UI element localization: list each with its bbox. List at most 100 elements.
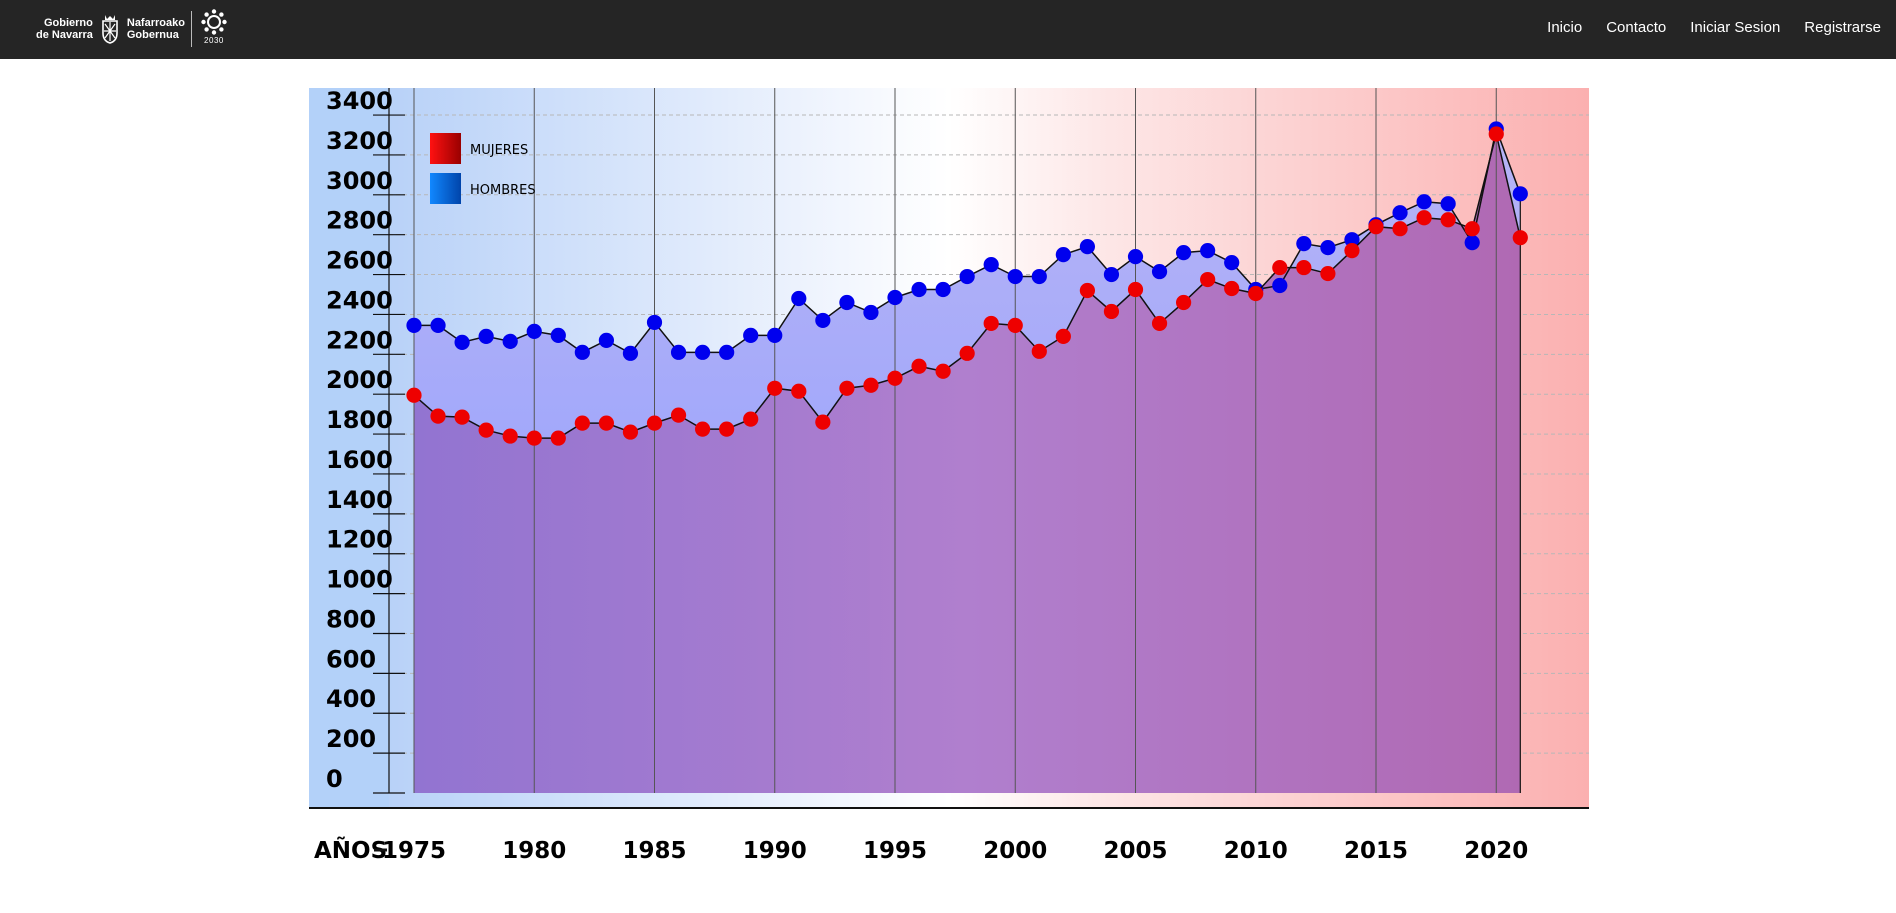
data-point xyxy=(502,333,518,349)
data-point xyxy=(574,415,590,431)
data-point xyxy=(1296,236,1312,252)
data-point xyxy=(1176,245,1192,261)
y-axis-ticks xyxy=(373,114,405,794)
data-point xyxy=(1224,280,1240,297)
data-point xyxy=(767,380,783,396)
data-point xyxy=(887,289,903,306)
data-point xyxy=(719,344,735,360)
data-point xyxy=(1007,317,1023,334)
logo-text-gobernua: Gobernua xyxy=(126,29,179,41)
data-point xyxy=(1103,266,1120,283)
data-point xyxy=(719,421,735,437)
data-point xyxy=(1416,194,1432,210)
data-point xyxy=(670,407,687,423)
data-point xyxy=(743,327,759,343)
data-point xyxy=(1055,247,1071,263)
data-point xyxy=(1079,282,1095,299)
y-tick-label: 2200 xyxy=(326,326,393,354)
data-point xyxy=(646,415,663,431)
data-point xyxy=(1079,239,1095,255)
data-point xyxy=(1320,265,1336,282)
series-mujeres xyxy=(406,126,1528,446)
y-tick-label: 1200 xyxy=(326,526,393,554)
logo-text-gobierno: Gobierno xyxy=(43,17,93,29)
data-point xyxy=(839,380,855,396)
y-tick-label: 800 xyxy=(326,605,376,633)
coat-of-arms-icon xyxy=(102,15,118,44)
data-point xyxy=(863,377,879,393)
data-point xyxy=(1416,210,1432,226)
data-point xyxy=(502,428,518,444)
y-tick-label: 200 xyxy=(326,725,376,753)
nav-registrarse[interactable]: Registrarse xyxy=(1804,18,1881,36)
x-tick-label: 2010 xyxy=(1224,838,1288,864)
data-point xyxy=(839,294,855,311)
data-point xyxy=(1272,259,1288,276)
data-point xyxy=(1344,232,1360,248)
data-point xyxy=(959,345,975,361)
data-point xyxy=(406,387,422,403)
y-tick-label: 1000 xyxy=(326,566,393,594)
year-grid-lines xyxy=(413,88,1497,793)
data-point xyxy=(1488,126,1504,142)
legend-label-hombres: HOMBRES xyxy=(470,183,536,198)
data-point xyxy=(526,430,542,446)
data-point xyxy=(1392,205,1408,221)
legend-swatch-hombres xyxy=(430,173,461,204)
data-point xyxy=(1464,235,1480,251)
data-point xyxy=(1272,277,1288,294)
x-tick-label: 2020 xyxy=(1464,838,1528,864)
data-point xyxy=(1127,281,1144,298)
x-tick-label: 2005 xyxy=(1103,838,1167,864)
population-chart: 0 200 400 600 800 1000 1200 1400 1600 1800 2000 220… xyxy=(309,88,1589,864)
legend-label-mujeres: MUJERES xyxy=(470,143,528,158)
data-point xyxy=(695,421,711,437)
data-point xyxy=(1127,249,1144,265)
data-point xyxy=(1103,303,1120,320)
data-point xyxy=(1200,243,1216,259)
nav-contacto[interactable]: Contacto xyxy=(1606,18,1667,36)
data-point xyxy=(550,430,566,446)
data-point xyxy=(1320,240,1336,256)
x-tick-label: 1990 xyxy=(743,838,807,864)
data-point xyxy=(622,345,639,361)
data-point xyxy=(1151,315,1168,332)
top-navbar: Gobierno de Navarra Nafarroako Gobernua … xyxy=(0,0,1896,59)
x-tick-label: 1975 xyxy=(382,838,446,864)
data-point xyxy=(911,281,927,298)
data-point xyxy=(1512,186,1528,202)
y-tick-label: 3000 xyxy=(326,167,393,195)
mujeres-area xyxy=(414,133,1521,793)
data-point xyxy=(1031,268,1047,285)
data-point xyxy=(406,317,422,334)
y-tick-label: 2000 xyxy=(326,366,393,394)
data-point xyxy=(1392,221,1408,237)
data-point xyxy=(550,327,566,343)
data-point xyxy=(670,344,687,360)
y-tick-label: 3200 xyxy=(326,127,393,155)
agenda-2030-year: 2030 xyxy=(204,36,224,45)
data-point xyxy=(622,424,639,440)
y-tick-label: 2600 xyxy=(326,247,393,275)
data-point xyxy=(959,268,975,285)
nav-inicio[interactable]: Inicio xyxy=(1547,18,1583,36)
data-point xyxy=(526,323,542,339)
logo-text-de-navarra: de Navarra xyxy=(36,29,93,41)
y-axis-band xyxy=(309,88,389,808)
y-tick-label: 3400 xyxy=(326,88,393,115)
logo-divider xyxy=(190,11,192,47)
data-point xyxy=(767,327,783,343)
data-point xyxy=(1440,196,1456,212)
data-point xyxy=(935,363,951,379)
nav-iniciar-sesion[interactable]: Iniciar Sesion xyxy=(1690,18,1781,36)
legend-swatch-mujeres xyxy=(430,133,461,164)
data-point xyxy=(815,312,831,329)
data-point xyxy=(1031,343,1047,359)
y-tick-label: 1800 xyxy=(326,406,393,434)
logo-text-nafarroako: Nafarroako xyxy=(126,17,185,29)
y-tick-label: 600 xyxy=(326,645,376,673)
data-point xyxy=(1007,268,1023,285)
data-point xyxy=(791,383,807,399)
gobierno-navarra-logo[interactable]: Gobierno de Navarra Nafarroako Gobernua … xyxy=(36,6,228,52)
data-point xyxy=(574,344,590,360)
